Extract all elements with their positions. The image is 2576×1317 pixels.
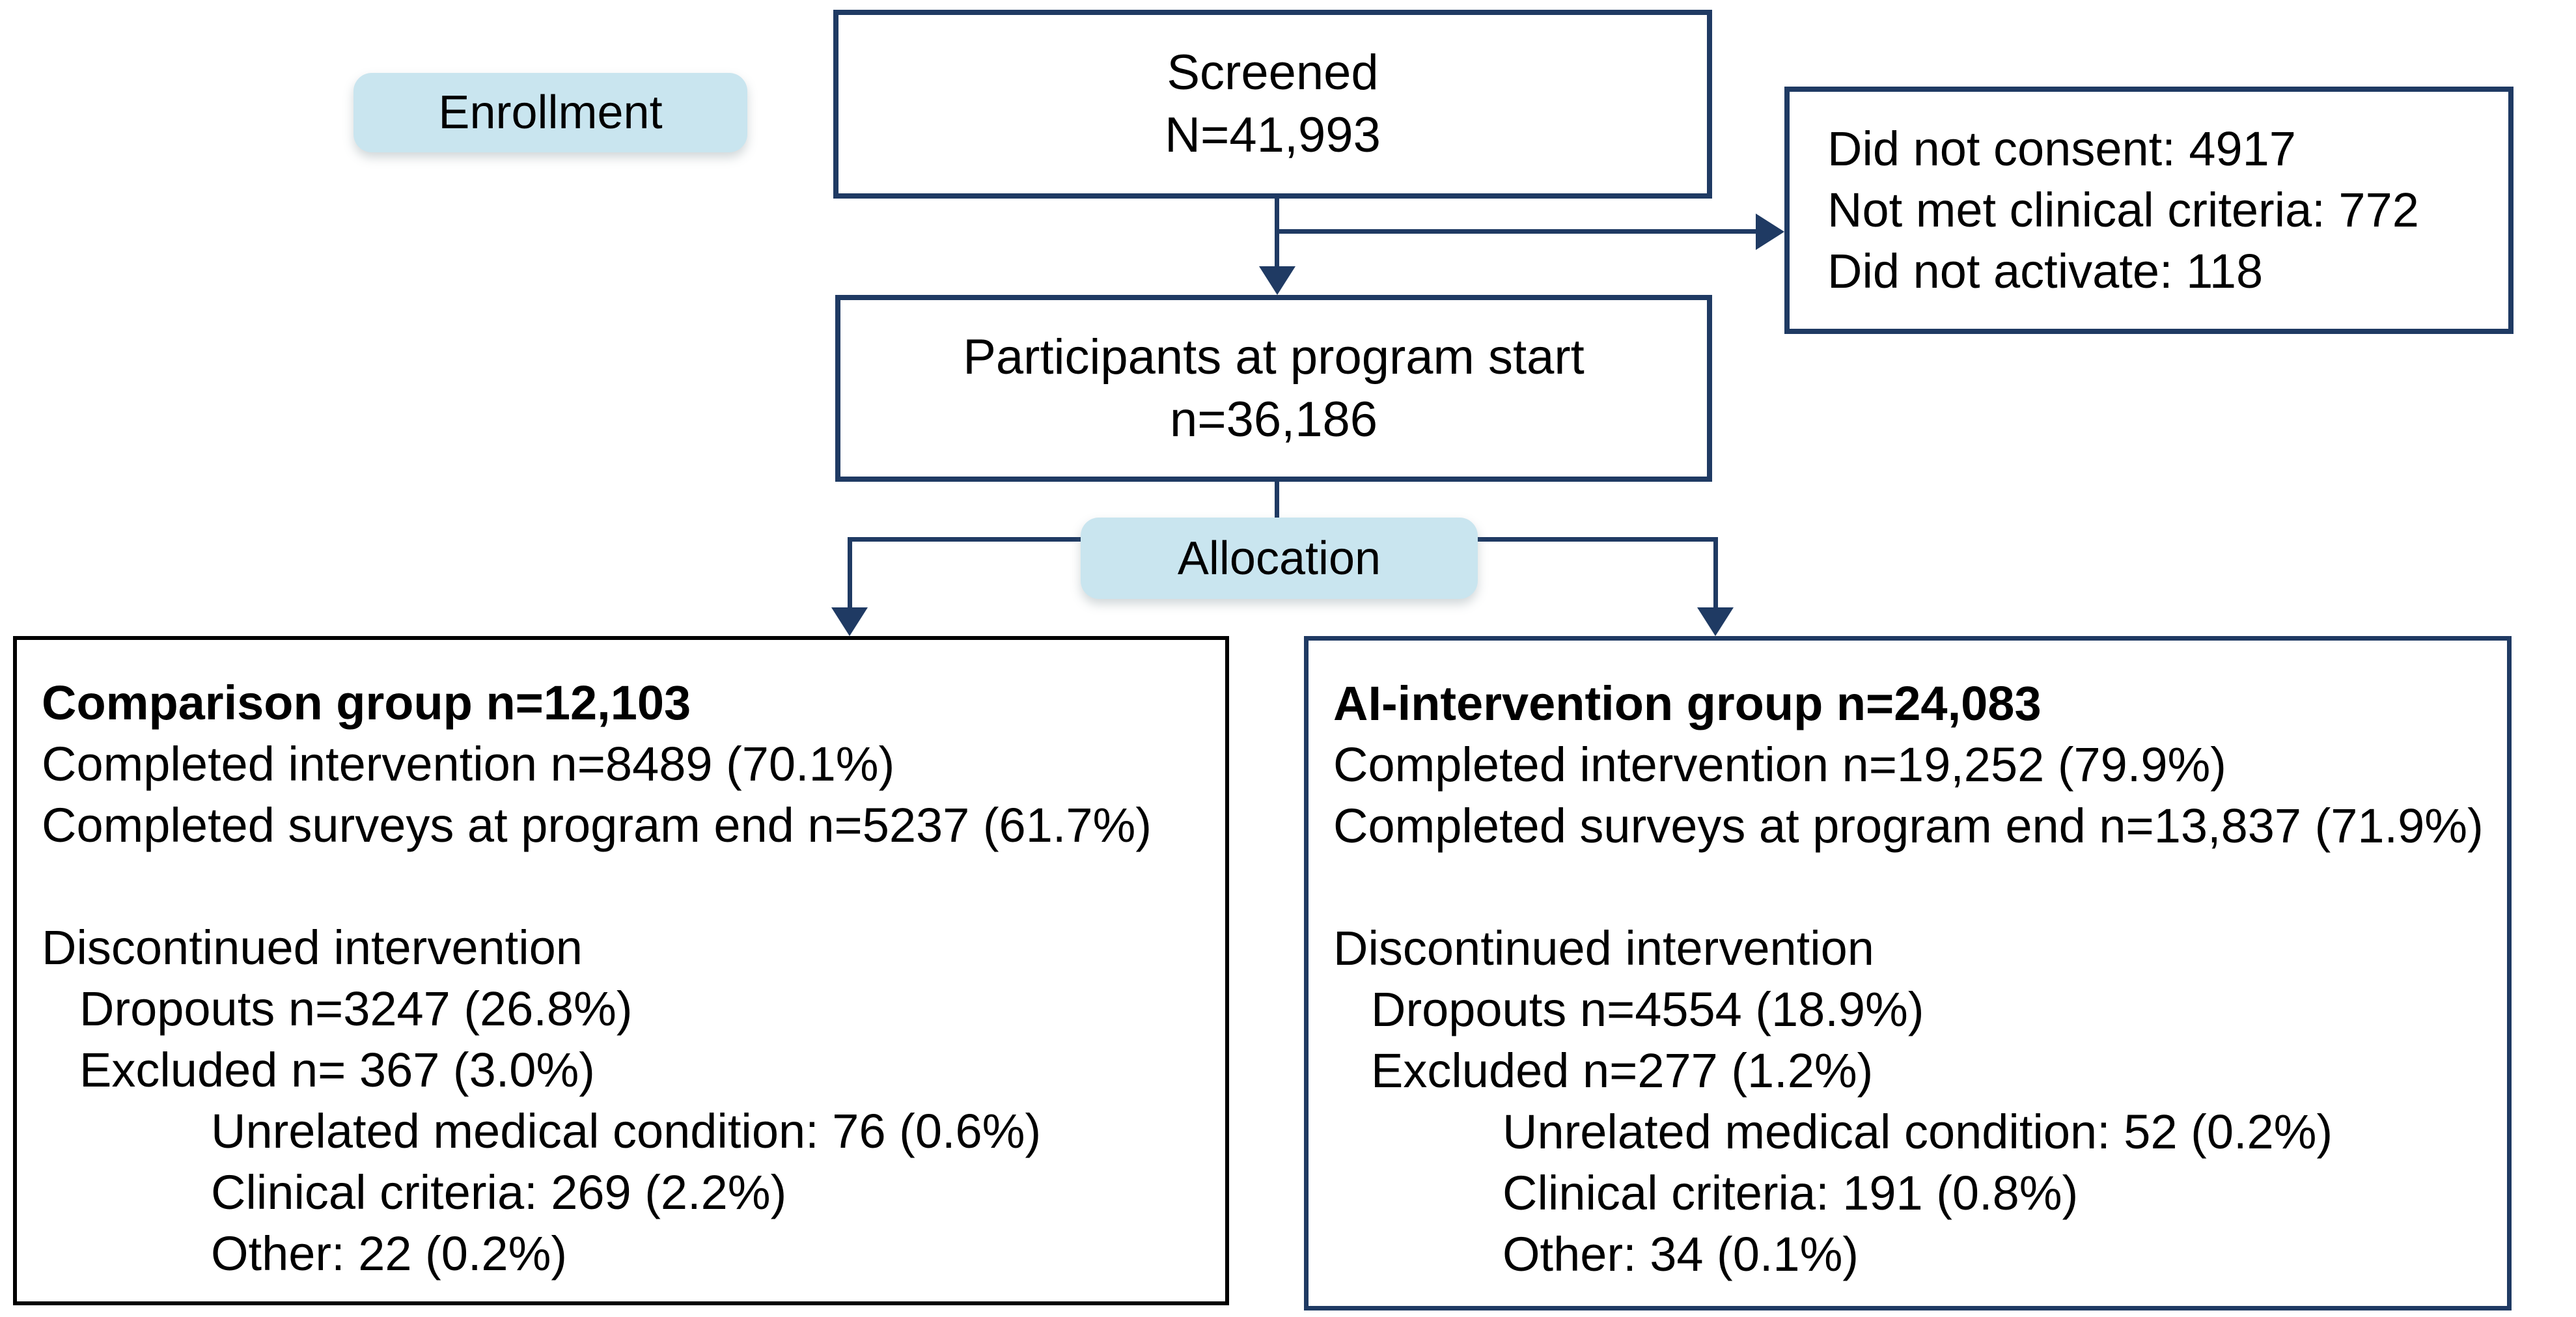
blank-line bbox=[1333, 857, 2495, 918]
exclusions-box: Did not consent: 4917 Not met clinical c… bbox=[1784, 87, 2514, 334]
screened-n: N=41,993 bbox=[1165, 107, 1381, 163]
connector-allocation-left bbox=[848, 537, 1082, 542]
connector-allocation-left-down bbox=[848, 537, 852, 610]
ai-group-title: AI-intervention group n=24,083 bbox=[1333, 676, 2042, 730]
arrow-down-to-comparison-icon bbox=[831, 607, 868, 636]
connector-allocation-right bbox=[1478, 537, 1718, 542]
comparison-excluded-unrelated: Unrelated medical condition: 76 (0.6%) bbox=[211, 1104, 1042, 1158]
arrow-down-to-program-start-icon bbox=[1259, 266, 1295, 295]
ai-discontinued-label: Discontinued intervention bbox=[1333, 921, 1874, 975]
allocation-stage-badge: Allocation bbox=[1081, 518, 1478, 599]
comparison-excluded-other: Other: 22 (0.2%) bbox=[211, 1227, 568, 1281]
ai-completed-intervention: Completed intervention n=19,252 (79.9%) bbox=[1333, 738, 2226, 792]
ai-excluded-unrelated: Unrelated medical condition: 52 (0.2%) bbox=[1503, 1105, 2333, 1159]
comparison-excluded: Excluded n= 367 (3.0%) bbox=[79, 1043, 595, 1097]
enrollment-stage-label: Enrollment bbox=[438, 87, 663, 139]
allocation-stage-label: Allocation bbox=[1177, 532, 1381, 585]
screened-label: Screened bbox=[1167, 45, 1379, 100]
connector-screened-down bbox=[1275, 199, 1279, 275]
exclusion-not-met-clinical-criteria: Not met clinical criteria: 772 bbox=[1827, 183, 2419, 237]
comparison-dropouts: Dropouts n=3247 (26.8%) bbox=[79, 982, 633, 1036]
comparison-discontinued-label: Discontinued intervention bbox=[42, 921, 583, 975]
screened-box: Screened N=41,993 bbox=[833, 10, 1712, 199]
program-start-box: Participants at program start n=36,186 bbox=[835, 295, 1712, 482]
exclusion-did-not-consent: Did not consent: 4917 bbox=[1827, 122, 2296, 176]
blank-line bbox=[42, 856, 1213, 917]
comparison-group-box: Comparison group n=12,103 Completed inte… bbox=[13, 636, 1229, 1305]
comparison-completed-surveys: Completed surveys at program end n=5237 … bbox=[42, 798, 1152, 852]
connector-program-start-down bbox=[1275, 482, 1279, 522]
comparison-group-title: Comparison group n=12,103 bbox=[42, 676, 691, 730]
comparison-completed-intervention: Completed intervention n=8489 (70.1%) bbox=[42, 737, 895, 791]
ai-completed-surveys: Completed surveys at program end n=13,83… bbox=[1333, 799, 2484, 853]
ai-excluded-other: Other: 34 (0.1%) bbox=[1503, 1227, 1859, 1281]
ai-excluded: Excluded n=277 (1.2%) bbox=[1371, 1044, 1874, 1098]
arrow-right-to-exclusions-icon bbox=[1756, 214, 1784, 250]
ai-dropouts: Dropouts n=4554 (18.9%) bbox=[1371, 982, 1924, 1036]
program-start-n: n=36,186 bbox=[1169, 391, 1378, 447]
ai-group-box: AI-intervention group n=24,083 Completed… bbox=[1304, 636, 2512, 1310]
exclusion-did-not-activate: Did not activate: 118 bbox=[1827, 244, 2264, 298]
arrow-down-to-ai-group-icon bbox=[1697, 607, 1734, 636]
comparison-excluded-clinical: Clinical criteria: 269 (2.2%) bbox=[211, 1165, 787, 1219]
program-start-label: Participants at program start bbox=[963, 329, 1585, 385]
enrollment-stage-badge: Enrollment bbox=[353, 73, 747, 152]
connector-allocation-right-down bbox=[1713, 537, 1718, 610]
connector-branch-to-exclusions bbox=[1275, 229, 1760, 234]
ai-excluded-clinical: Clinical criteria: 191 (0.8%) bbox=[1503, 1166, 2079, 1220]
